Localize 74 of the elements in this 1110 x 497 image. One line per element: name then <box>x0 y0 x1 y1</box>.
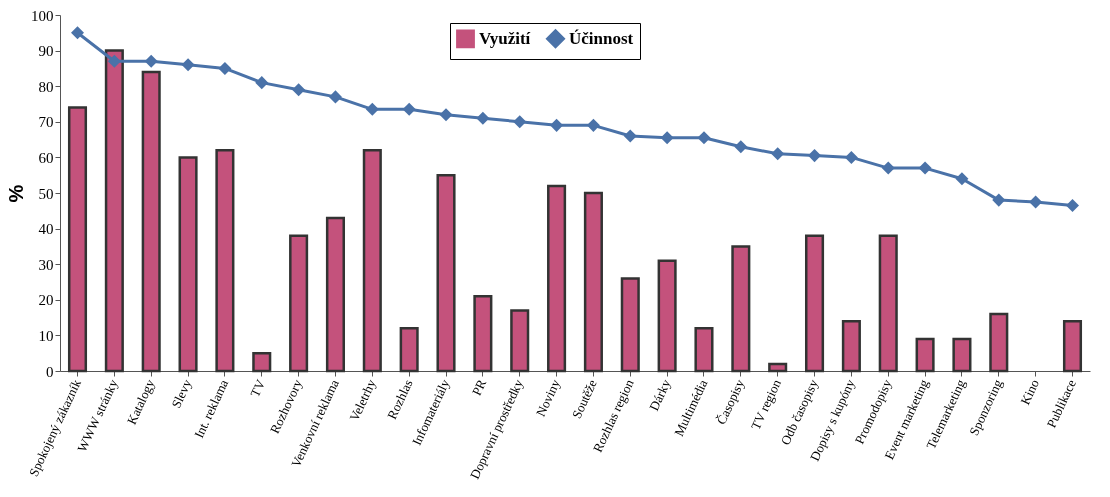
point <box>402 102 416 116</box>
point <box>328 90 342 104</box>
point <box>107 54 121 68</box>
bar <box>694 327 714 373</box>
bar <box>731 245 751 373</box>
bar <box>252 351 272 373</box>
bar <box>104 49 124 373</box>
x-tick-label: TV region <box>747 376 785 432</box>
bar <box>473 294 493 373</box>
point <box>1029 195 1043 209</box>
bar <box>915 337 935 373</box>
x-tick-label: Slevy <box>168 376 195 411</box>
bar <box>1062 319 1083 373</box>
point <box>218 61 232 75</box>
point <box>881 161 895 175</box>
point <box>734 140 748 154</box>
bar <box>141 70 161 373</box>
point <box>144 54 158 68</box>
point <box>918 161 932 175</box>
y-tick-label: 80 <box>38 78 54 95</box>
point <box>586 118 600 132</box>
y-tick-label: 40 <box>38 221 54 238</box>
point <box>660 131 674 145</box>
point <box>844 150 858 164</box>
bar <box>804 234 825 373</box>
point <box>70 26 85 40</box>
bar <box>657 259 677 373</box>
bar <box>841 319 861 373</box>
point <box>181 58 195 72</box>
bar <box>178 156 198 373</box>
bar <box>510 309 530 373</box>
bar <box>620 277 640 373</box>
point <box>513 115 527 129</box>
bar <box>399 327 419 373</box>
bar <box>436 173 456 373</box>
bar <box>583 191 603 373</box>
x-tick-label: PR <box>468 376 490 398</box>
point <box>476 111 490 125</box>
y-tick-label: 100 <box>31 7 54 24</box>
bar <box>768 362 788 373</box>
bar <box>878 234 898 373</box>
x-tick-label: Kino <box>1017 377 1042 408</box>
point <box>292 83 306 97</box>
bar <box>67 106 88 373</box>
y-tick-label: 90 <box>38 43 54 60</box>
y-axis-title: % <box>5 184 27 203</box>
point <box>623 129 637 143</box>
x-tick-label: TV <box>247 376 269 400</box>
bar <box>989 312 1009 373</box>
y-tick-label: 50 <box>38 185 54 202</box>
point <box>992 193 1006 207</box>
point <box>255 76 269 90</box>
bar <box>289 234 309 373</box>
point <box>955 172 969 186</box>
point <box>550 118 564 132</box>
bar <box>325 216 346 373</box>
y-tick-label: 70 <box>38 114 54 131</box>
bar <box>215 149 235 373</box>
legend-label: Účinnost <box>569 28 634 48</box>
point <box>365 102 379 116</box>
bar <box>547 184 567 373</box>
bar <box>952 337 972 373</box>
y-tick-label: 20 <box>38 292 54 309</box>
point <box>1065 198 1080 212</box>
y-tick-label: 30 <box>38 256 54 273</box>
bar <box>362 149 382 373</box>
point <box>771 147 785 161</box>
point <box>697 131 711 145</box>
y-tick-label: 0 <box>46 363 54 380</box>
point <box>439 108 453 122</box>
y-tick-label: 10 <box>38 327 54 344</box>
legend-label: Využití <box>479 28 531 48</box>
point <box>808 149 822 163</box>
y-tick-label: 60 <box>38 149 54 166</box>
